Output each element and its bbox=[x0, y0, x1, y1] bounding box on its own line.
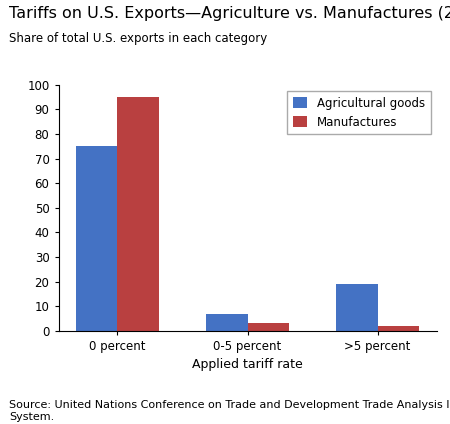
Text: Share of total U.S. exports in each category: Share of total U.S. exports in each cate… bbox=[9, 32, 267, 45]
Text: Tariffs on U.S. Exports—Agriculture vs. Manufactures (2010): Tariffs on U.S. Exports—Agriculture vs. … bbox=[9, 6, 450, 21]
Bar bbox=[206, 313, 248, 331]
Bar bbox=[76, 146, 117, 331]
Legend: Agricultural goods, Manufactures: Agricultural goods, Manufactures bbox=[287, 91, 431, 134]
Bar bbox=[378, 326, 419, 331]
Bar bbox=[117, 97, 159, 331]
Bar bbox=[336, 284, 378, 331]
X-axis label: Applied tariff rate: Applied tariff rate bbox=[192, 358, 303, 371]
Bar bbox=[248, 324, 289, 331]
Text: Source: United Nations Conference on Trade and Development Trade Analysis Inform: Source: United Nations Conference on Tra… bbox=[9, 400, 450, 422]
